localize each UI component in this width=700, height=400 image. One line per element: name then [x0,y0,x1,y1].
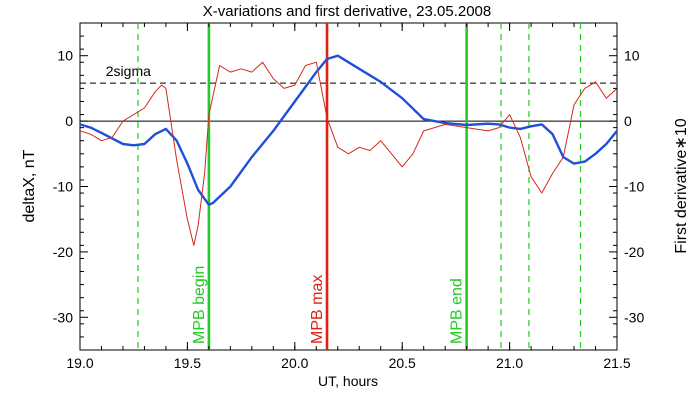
y-tick-label-right: -20 [624,244,644,260]
x-tick-label: 20.0 [281,355,308,371]
x-tick-label: 21.5 [603,355,630,371]
marker-label-mpb-begin: MPB begin [191,266,208,344]
marker-labels: MPB begin MPB max MPB end [191,266,466,344]
chart-title: X-variations and first derivative, 23.05… [203,3,492,20]
x-tick-label: 21.0 [496,355,523,371]
y-axis-label-left: deltaX, nT [21,149,38,222]
y-tick-label-left: 10 [57,48,73,64]
x-tick-label: 20.5 [389,355,416,371]
x-tick-label: 19.0 [66,355,93,371]
y-tick-label-left: 0 [65,113,73,129]
series-derivative [79,61,618,246]
marker-label-mpb-max: MPB max [309,275,326,344]
y-tick-label-left: -10 [53,179,73,195]
y-tick-label-left: -20 [53,244,73,260]
plot-frame [79,22,618,351]
y-tick-label-right: 0 [624,113,632,129]
reference-line-label: 2sigma [106,63,151,79]
x-tick-label: 19.5 [174,355,201,371]
y-tick-label-right: -10 [624,179,644,195]
axis-ticks: 19.0 19.5 20.0 20.5 21.0 21.5 10 10 0 0 -10 -10 -20 -… [53,23,644,371]
series-lines [79,54,618,246]
marker-label-mpb-end: MPB end [449,278,466,344]
vertical-markers [137,23,582,350]
x-axis-label: UT, hours [318,373,378,389]
y-tick-label-right: 10 [624,48,640,64]
reference-lines: 2sigma [80,63,617,122]
y-tick-label-right: -30 [624,309,644,325]
y-tick-label-left: -30 [53,309,73,325]
series-deltaX [79,54,618,207]
y-axis-label-right: First derivative∗10 [673,118,690,253]
